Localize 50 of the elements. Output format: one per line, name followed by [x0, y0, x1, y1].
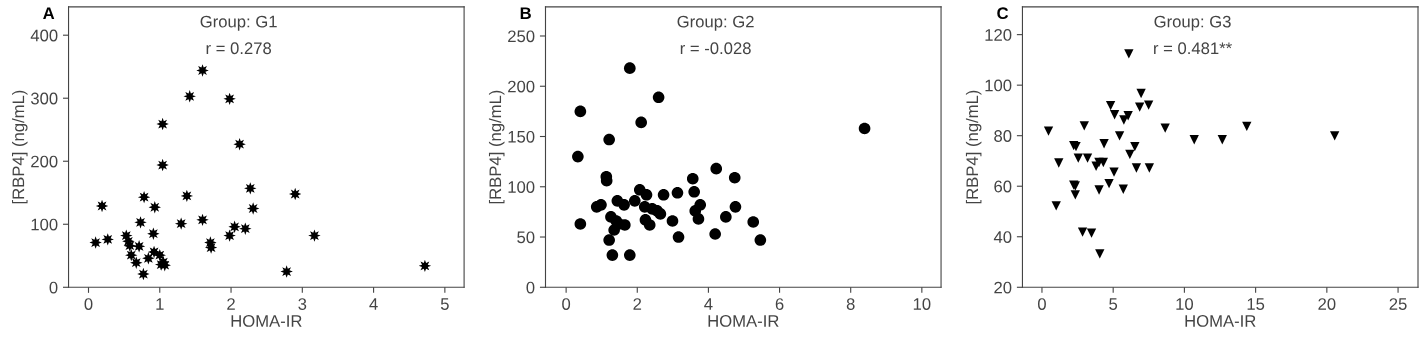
x-tick-label: 4	[704, 298, 713, 310]
x-tick-label: 25	[1389, 298, 1407, 310]
x-tick-label: 1	[156, 298, 164, 310]
annotation: r = 0.278	[206, 42, 272, 55]
x-tick-label: 0	[1037, 298, 1046, 310]
annotation: Group: G3	[1154, 15, 1231, 31]
x-tick-label: 2	[227, 298, 235, 310]
x-tick-label: 5	[440, 298, 449, 310]
x-tick-label: 0	[562, 298, 571, 310]
x-tick-label: 0	[84, 298, 93, 310]
x-tick-label: 6	[775, 298, 784, 310]
y-tick-label: 80	[994, 130, 1012, 142]
y-tick-label: 50	[517, 231, 535, 244]
annotation: Group: G1	[200, 15, 277, 31]
x-tick-label: 2	[633, 298, 642, 310]
annotation: r = 0.481**	[1154, 42, 1232, 55]
x-tick-label: 3	[298, 298, 307, 310]
y-axis-title: [RBP4] (ng/mL)	[965, 90, 982, 204]
y-tick-label: 400	[30, 29, 58, 42]
y-tick-label: 200	[31, 155, 58, 168]
x-tick-label: 15	[1247, 298, 1265, 310]
x-tick-label: 4	[369, 298, 378, 310]
y-tick-label: 40	[993, 231, 1012, 243]
x-tick-label: 20	[1318, 298, 1336, 310]
x-axis-title: HOMA-IR	[708, 315, 779, 327]
x-tick-label: 10	[913, 298, 931, 310]
x-axis-title: HOMA-IR	[231, 315, 302, 327]
x-tick-label: 10	[1176, 298, 1194, 310]
chart-title: A	[43, 7, 55, 19]
chart-title: C	[997, 7, 1009, 20]
chart-title: B	[520, 7, 531, 19]
y-tick-label: 0	[526, 281, 535, 294]
y-tick-label: 0	[49, 281, 58, 294]
y-tick-label: 250	[508, 30, 535, 43]
y-tick-label: 60	[994, 180, 1012, 193]
x-tick-label: 5	[1109, 298, 1118, 310]
y-tick-label: 150	[508, 130, 535, 143]
y-tick-label: 100	[31, 218, 58, 231]
y-tick-label: 100	[985, 79, 1012, 92]
x-axis-title: HOMA-IR	[1185, 315, 1256, 327]
y-tick-label: 100	[508, 181, 535, 193]
y-axis-title: [RBP4] (ng/mL)	[488, 90, 505, 204]
y-axis-title: [RBP4] (ng/mL)	[12, 90, 28, 204]
y-tick-label: 120	[985, 29, 1012, 41]
x-tick-label: 8	[846, 298, 855, 310]
annotation: Group: G2	[677, 15, 754, 31]
y-tick-label: 200	[508, 80, 535, 93]
y-tick-label: 300	[30, 92, 58, 105]
annotation: r = -0.028	[680, 42, 751, 55]
y-tick-label: 20	[994, 281, 1012, 294]
